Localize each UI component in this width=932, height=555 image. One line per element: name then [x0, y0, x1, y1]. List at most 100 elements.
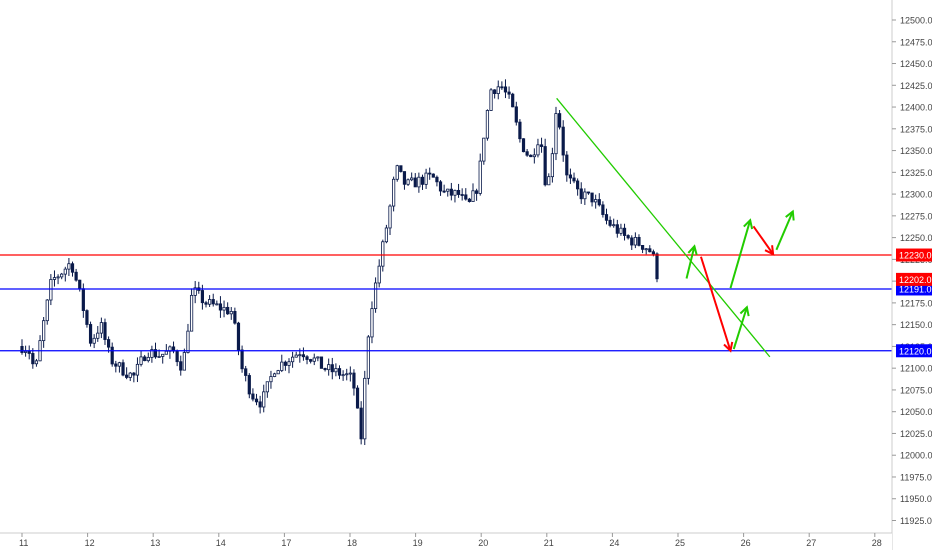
candle-body [88, 324, 93, 344]
candle-body [20, 346, 24, 353]
candle-body [157, 356, 161, 358]
level-tag-0-box [896, 248, 932, 262]
candle-body [345, 373, 349, 376]
y-tick-label: 12175.0 [900, 298, 932, 308]
candle-body [189, 294, 194, 332]
y-tick-label: 12050.0 [900, 407, 932, 417]
candle-body [60, 273, 64, 278]
candle-body [34, 360, 39, 365]
projection-arrowhead-0 [687, 244, 698, 256]
y-tick-label: 12425.0 [900, 81, 932, 91]
candle-body [453, 189, 457, 196]
candle-body [464, 194, 468, 200]
candle-body [572, 177, 576, 182]
x-tick-label: 24 [609, 538, 619, 548]
candle-body [478, 160, 482, 194]
candle-body [258, 401, 262, 408]
x-tick-label: 17 [281, 538, 291, 548]
candle-body [114, 363, 118, 367]
candle-body [428, 172, 432, 175]
candle-body [276, 370, 280, 375]
candle-body [348, 372, 352, 375]
y-tick-label: 12325.0 [900, 168, 932, 178]
candle-body [135, 363, 140, 376]
candle-body [637, 236, 641, 246]
candle-body [402, 171, 407, 185]
candle-body [283, 361, 287, 366]
candle-body [208, 299, 212, 305]
candle-body [507, 91, 511, 95]
candle-body [70, 263, 75, 273]
candle-body [121, 362, 125, 376]
candle-body [529, 154, 533, 158]
candle-body [431, 173, 435, 178]
x-tick-label: 13 [150, 538, 160, 548]
candles-layer [20, 79, 659, 446]
candle-body [92, 337, 96, 344]
candle-body [287, 361, 291, 366]
y-tick-label: 12150.0 [900, 320, 932, 330]
x-tick-label: 11 [19, 538, 28, 548]
candle-body [117, 362, 122, 367]
candle-body [511, 93, 515, 108]
candle-body [226, 306, 230, 315]
y-tick-label: 12300.0 [900, 190, 932, 200]
x-tick-label: 28 [872, 538, 882, 548]
candle-body [200, 290, 204, 304]
candle-body [81, 288, 85, 311]
candle-body [67, 263, 71, 270]
x-tick-label: 19 [413, 538, 423, 548]
candle-body [424, 172, 428, 185]
candle-body [485, 110, 490, 139]
candle-body [543, 146, 547, 186]
candle-body [74, 271, 78, 281]
candle-body [554, 113, 558, 155]
candle-body [626, 235, 630, 239]
candle-body [236, 322, 241, 351]
candle-body [410, 177, 414, 181]
price-marker-tag-label: 12202.0 [899, 275, 932, 285]
levels-layer [0, 254, 892, 352]
candle-body [272, 373, 277, 377]
candle-body [323, 368, 327, 371]
projection-arrow-3 [729, 219, 752, 289]
candle-body [435, 176, 439, 183]
candle-body [294, 354, 298, 358]
candle-body [366, 336, 370, 379]
candle-body [399, 165, 403, 172]
candle-body [532, 154, 536, 158]
projection-arrow-0 [685, 246, 696, 279]
candle-body [316, 356, 320, 359]
x-tick-label: 27 [806, 538, 816, 548]
candle-body [539, 144, 544, 147]
candle-body [229, 311, 233, 315]
candle-body [648, 248, 652, 253]
x-tick-label: 14 [216, 538, 226, 548]
projection-arrowhead-4 [764, 245, 775, 256]
candle-body [327, 364, 331, 371]
candle-body [565, 154, 569, 176]
y-tick-label: 12000.0 [900, 451, 932, 461]
trendline-layer [556, 97, 771, 358]
candle-body [449, 188, 453, 196]
x-tick-label: 20 [478, 538, 488, 548]
candle-body [99, 322, 103, 334]
candle-body [622, 227, 627, 236]
y-tick-label: 11925.0 [900, 516, 932, 526]
candle-body [370, 308, 374, 338]
candle-body [56, 276, 60, 279]
candle-body [381, 241, 385, 267]
candle-body [330, 364, 334, 373]
candle-body [496, 86, 500, 94]
y-tick-label: 12400.0 [900, 103, 932, 113]
x-tick-label: 21 [544, 538, 554, 548]
y-tick-label: 12350.0 [900, 146, 932, 156]
projection-arrow-4 [752, 225, 774, 255]
candle-body [150, 349, 154, 358]
candle-body [269, 376, 273, 383]
candle-body [301, 354, 306, 358]
x-tick-label: 18 [347, 538, 357, 548]
level-tag-1-label: 12191.0 [899, 284, 932, 294]
